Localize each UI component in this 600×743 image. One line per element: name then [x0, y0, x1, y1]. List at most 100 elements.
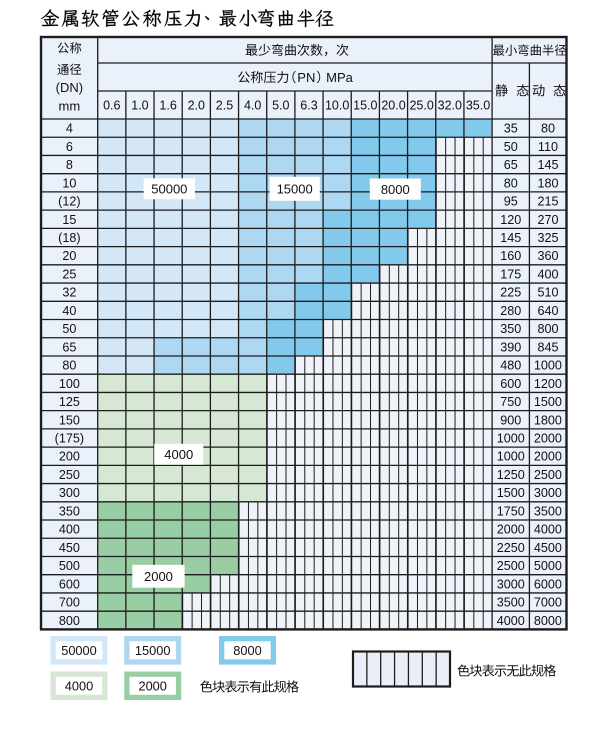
svg-text:2.5: 2.5	[216, 99, 233, 113]
svg-text:700: 700	[59, 596, 80, 610]
svg-text:1500: 1500	[497, 486, 525, 500]
svg-text:160: 160	[500, 249, 521, 263]
svg-text:2250: 2250	[497, 541, 525, 555]
svg-text:50: 50	[504, 140, 518, 154]
svg-text:(DN): (DN)	[56, 80, 83, 95]
svg-text:125: 125	[59, 395, 80, 409]
svg-text:0.6: 0.6	[103, 99, 120, 113]
svg-text:8000: 8000	[534, 614, 562, 628]
svg-text:40: 40	[62, 304, 76, 318]
svg-text:225: 225	[500, 286, 521, 300]
svg-text:4000: 4000	[534, 523, 562, 537]
svg-text:95: 95	[504, 195, 518, 209]
svg-text:65: 65	[62, 340, 76, 354]
svg-text:1800: 1800	[534, 413, 562, 427]
svg-text:15.0: 15.0	[353, 99, 377, 113]
svg-text:10: 10	[62, 176, 76, 190]
svg-text:25.0: 25.0	[409, 99, 433, 113]
svg-text:640: 640	[537, 304, 558, 318]
svg-text:175: 175	[500, 267, 521, 281]
svg-text:480: 480	[500, 359, 521, 373]
svg-text:15: 15	[62, 213, 76, 227]
svg-text:8000: 8000	[381, 182, 410, 197]
svg-text:10.0: 10.0	[325, 99, 349, 113]
svg-text:80: 80	[504, 176, 518, 190]
svg-text:215: 215	[537, 195, 558, 209]
svg-text:1000: 1000	[497, 432, 525, 446]
svg-text:3000: 3000	[534, 486, 562, 500]
svg-text:6.3: 6.3	[300, 99, 317, 113]
svg-text:7000: 7000	[534, 596, 562, 610]
svg-text:110: 110	[538, 140, 558, 154]
svg-text:MPa: MPa	[326, 70, 354, 85]
svg-text:400: 400	[59, 523, 80, 537]
svg-text:1250: 1250	[497, 468, 525, 482]
svg-text:mm: mm	[59, 99, 81, 114]
svg-text:145: 145	[537, 158, 558, 172]
svg-text:800: 800	[537, 322, 558, 336]
svg-text:1000: 1000	[497, 450, 525, 464]
svg-text:PN: PN	[297, 70, 315, 85]
svg-text:2.0: 2.0	[188, 99, 205, 113]
svg-text:845: 845	[537, 340, 558, 354]
svg-text:390: 390	[500, 340, 521, 354]
svg-text:350: 350	[500, 322, 521, 336]
svg-text:2000: 2000	[138, 678, 166, 693]
svg-text:4000: 4000	[65, 678, 93, 693]
svg-text:100: 100	[59, 377, 80, 391]
svg-text:1750: 1750	[497, 504, 525, 518]
svg-text:350: 350	[59, 504, 80, 518]
svg-text:4000: 4000	[164, 447, 193, 462]
svg-text:80: 80	[541, 122, 555, 136]
svg-text:(175): (175)	[55, 432, 84, 446]
svg-text:25: 25	[62, 267, 76, 281]
svg-text:6000: 6000	[534, 577, 562, 591]
svg-text:2000: 2000	[497, 523, 525, 537]
svg-text:270: 270	[537, 213, 558, 227]
svg-text:3500: 3500	[534, 504, 562, 518]
svg-text:750: 750	[500, 395, 521, 409]
svg-text:4: 4	[66, 122, 73, 136]
svg-text:(12): (12)	[58, 195, 80, 209]
svg-text:360: 360	[537, 249, 558, 263]
svg-text:1000: 1000	[534, 359, 562, 373]
svg-text:4500: 4500	[534, 541, 562, 555]
svg-text:35.0: 35.0	[466, 99, 490, 113]
svg-text:(18): (18)	[58, 231, 80, 245]
svg-text:1200: 1200	[534, 377, 562, 391]
svg-text:20.0: 20.0	[381, 99, 405, 113]
svg-text:35: 35	[504, 122, 518, 136]
svg-text:8000: 8000	[233, 643, 261, 658]
svg-text:250: 250	[59, 468, 80, 482]
svg-text:3000: 3000	[497, 577, 525, 591]
svg-text:800: 800	[59, 614, 80, 628]
svg-text:50000: 50000	[61, 643, 97, 658]
svg-text:2000: 2000	[534, 432, 562, 446]
svg-text:500: 500	[59, 559, 80, 573]
svg-text:150: 150	[59, 413, 80, 427]
svg-text:6: 6	[66, 140, 73, 154]
svg-text:3500: 3500	[497, 596, 525, 610]
svg-text:50000: 50000	[151, 182, 187, 197]
svg-text:2500: 2500	[534, 468, 562, 482]
svg-text:180: 180	[537, 176, 558, 190]
svg-text:65: 65	[504, 158, 518, 172]
svg-text:600: 600	[59, 577, 80, 591]
svg-text:1.6: 1.6	[159, 99, 176, 113]
svg-text:32.0: 32.0	[438, 99, 462, 113]
svg-text:300: 300	[59, 486, 80, 500]
svg-text:5.0: 5.0	[272, 99, 289, 113]
svg-text:120: 120	[500, 213, 521, 227]
svg-text:8: 8	[66, 158, 73, 172]
svg-text:325: 325	[537, 231, 558, 245]
svg-text:32: 32	[62, 286, 76, 300]
svg-text:15000: 15000	[135, 643, 171, 658]
svg-text:280: 280	[500, 304, 521, 318]
svg-text:450: 450	[59, 541, 80, 555]
svg-text:200: 200	[59, 450, 80, 464]
svg-text:4.0: 4.0	[244, 99, 261, 113]
svg-text:2000: 2000	[534, 450, 562, 464]
svg-text:900: 900	[500, 413, 521, 427]
svg-text:4000: 4000	[497, 614, 525, 628]
svg-text:2500: 2500	[497, 559, 525, 573]
